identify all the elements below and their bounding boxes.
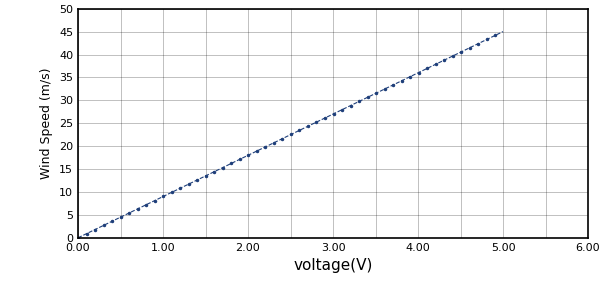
Y-axis label: Wind Speed (m/s): Wind Speed (m/s) bbox=[40, 68, 53, 179]
X-axis label: voltage(V): voltage(V) bbox=[293, 258, 373, 273]
